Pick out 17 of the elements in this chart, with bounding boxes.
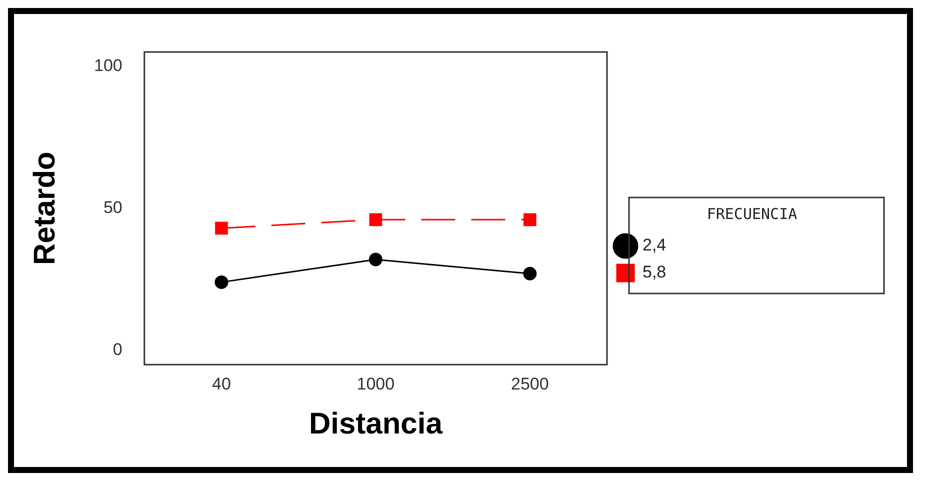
point — [523, 213, 536, 226]
legend-label: 2,4 — [642, 236, 666, 255]
y-tick-label: 50 — [103, 198, 122, 217]
y-axis-title: Retardo — [28, 152, 62, 265]
point — [368, 252, 382, 266]
legend-label: 5,8 — [642, 262, 666, 282]
y-tick-label: 100 — [94, 56, 122, 75]
x-axis-title: Distancia — [308, 407, 443, 440]
x-tick-label: 2500 — [510, 374, 549, 394]
legend-title: FRECUENCIA — [706, 204, 798, 223]
point — [214, 275, 228, 289]
x-tick-label: 40 — [212, 374, 231, 394]
point — [523, 266, 537, 280]
point — [369, 213, 382, 226]
point — [215, 222, 228, 235]
y-tick-label: 0 — [112, 340, 122, 360]
x-tick-label: 1000 — [356, 374, 395, 394]
